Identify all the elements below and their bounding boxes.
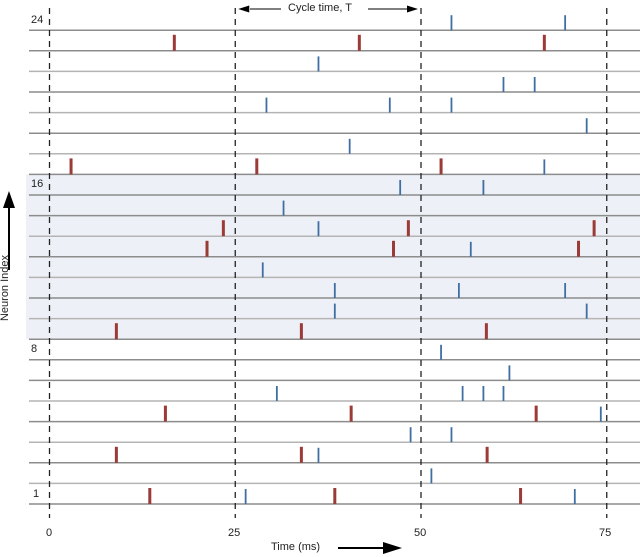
y-tick-24: 24: [31, 14, 44, 26]
arrow-right-icon: [407, 5, 418, 13]
arrow-left-icon: [238, 5, 250, 13]
cycle-time-label: Cycle time, T: [288, 2, 352, 14]
x-tick-75: 75: [599, 527, 612, 539]
y-tick-16: 16: [31, 178, 44, 190]
y-tick-1: 1: [33, 488, 40, 500]
x-tick-0: 0: [46, 527, 53, 539]
x-axis-label: Time (ms): [271, 541, 321, 553]
arrow-up-icon: [3, 191, 15, 208]
x-tick-25: 25: [228, 527, 241, 539]
y-tick-8: 8: [31, 343, 38, 355]
arrow-right-icon: [383, 542, 402, 554]
y-axis-label: Neuron Index: [0, 254, 12, 322]
x-tick-50: 50: [414, 527, 427, 539]
